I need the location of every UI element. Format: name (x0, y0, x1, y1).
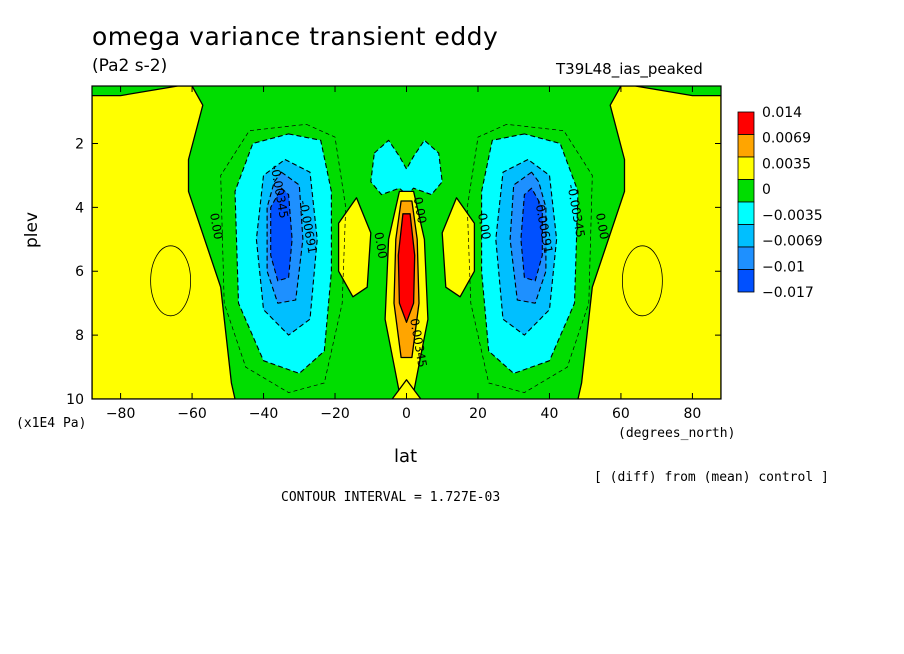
contour-label-3: 0.00 (371, 231, 389, 260)
contour-interval: CONTOUR INTERVAL = 1.727E-03 (281, 490, 501, 505)
outer-contour-0 (220, 123, 347, 393)
y-tick-label-2: 6 (75, 264, 84, 280)
y-tick-label-0: 2 (75, 136, 84, 152)
colorbar-swatch-0 (737, 111, 755, 135)
colorbar-swatch-6 (737, 246, 755, 270)
colorbar-label-2: 0.0035 (762, 156, 811, 172)
colorbar-label-1: 0.0069 (762, 131, 811, 147)
diff-note: [ (diff) from (mean) control ] (594, 470, 829, 485)
colorbar-swatch-1 (737, 134, 755, 158)
x-tick-label-8: 80 (683, 406, 701, 422)
x-tick-label-5: 20 (469, 406, 487, 422)
colorbar-label-0: 0.014 (762, 105, 802, 121)
x-tick-label-1: −60 (177, 406, 207, 422)
contour-label-4: 0.00 (411, 196, 429, 225)
contour-label-2: 0.00 (207, 212, 225, 241)
contour-region-5 (270, 187, 293, 282)
run-name: T39L48_ias_peaked (556, 60, 703, 78)
contour-label-6: 0.00 (475, 212, 493, 241)
y-tick-label-3: 8 (75, 328, 84, 344)
x-tick-label-2: −40 (249, 406, 279, 422)
colorbar-label-3: 0 (762, 182, 771, 198)
contour-label-9: 0.00 (593, 212, 611, 241)
y-axis-label: plev (22, 211, 42, 248)
colorbar-label-6: −0.01 (762, 259, 805, 275)
x-tick-label-4: 0 (402, 406, 411, 422)
contour-region-16 (397, 213, 416, 323)
x-tick-label-6: 40 (541, 406, 559, 422)
x-tick-label-0: −80 (106, 406, 136, 422)
colorbar-swatch-5 (737, 224, 755, 248)
chart-title: omega variance transient eddy (92, 22, 499, 51)
x-axis-label: lat (394, 446, 418, 467)
y-tick-label-1: 4 (75, 200, 84, 216)
inner-contour-1 (621, 245, 663, 317)
contour-region-14 (391, 379, 422, 399)
colorbar-label-4: −0.0035 (762, 208, 823, 224)
contour-region-0 (92, 86, 236, 399)
contour-region-1 (577, 86, 721, 399)
colorbar-swatch-2 (737, 156, 755, 180)
outer-contour-1 (466, 123, 593, 393)
contour-region-12 (441, 197, 476, 298)
colorbar-swatch-4 (737, 201, 755, 225)
x-tick-label-3: −20 (320, 406, 350, 422)
contour-region-10 (370, 139, 443, 196)
inner-contour-0 (150, 245, 192, 317)
y-tick-label-4: 10 (66, 392, 84, 408)
y-axis-units: (x1E4 Pa) (16, 416, 87, 431)
colorbar-swatch-7 (737, 269, 755, 293)
contour-region-9 (520, 187, 543, 282)
colorbar-label-7: −0.017 (762, 285, 814, 301)
colorbar-label-5: −0.0069 (762, 234, 823, 250)
x-tick-label-7: 60 (612, 406, 630, 422)
colorbar-swatch-3 (737, 179, 755, 203)
chart-units: (Pa2 s-2) (92, 56, 168, 76)
x-axis-units: (degrees_north) (618, 426, 736, 441)
contour-region-11 (337, 197, 372, 298)
